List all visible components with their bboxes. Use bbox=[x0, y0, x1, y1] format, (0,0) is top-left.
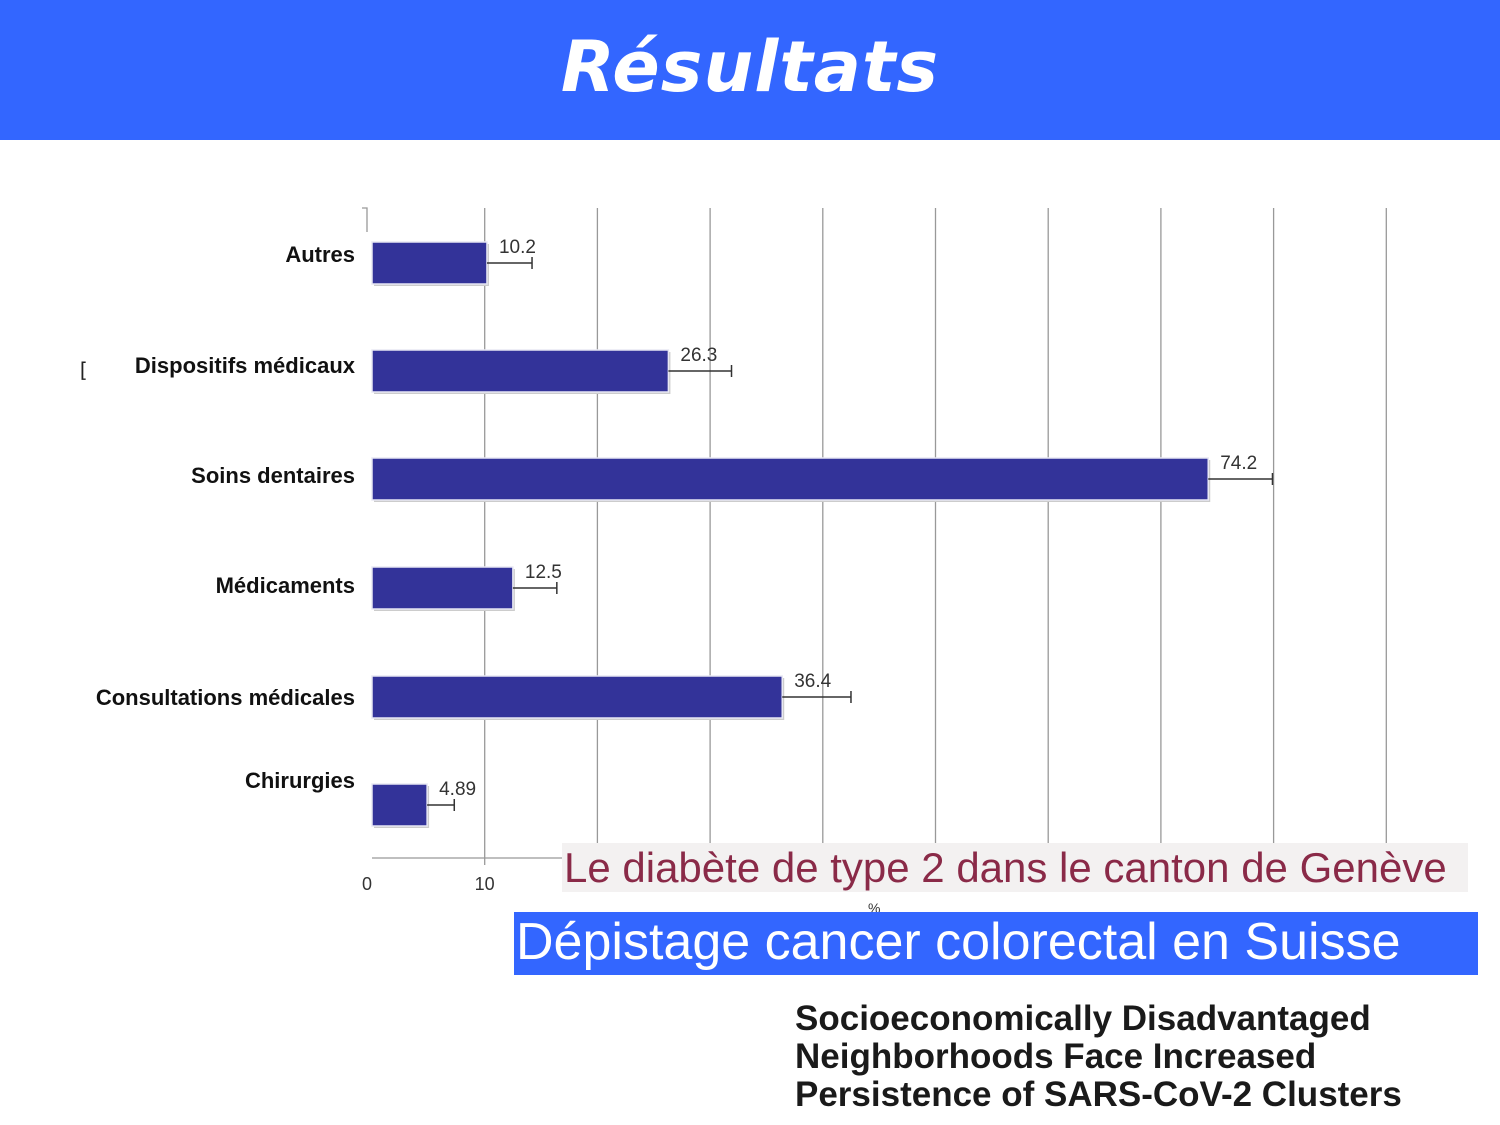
data-label: 74.2 bbox=[1220, 453, 1257, 474]
axis-corner bbox=[362, 207, 368, 232]
category-label: Médicaments bbox=[215, 573, 355, 598]
bar bbox=[371, 457, 1209, 501]
data-label: 26.3 bbox=[680, 345, 717, 366]
slide-title: Résultats bbox=[560, 26, 940, 108]
category-label: Chirurgies bbox=[244, 768, 355, 793]
paper-title-line: Neighborhoods Face Increased bbox=[795, 1037, 1317, 1076]
x-tick-label: 0 bbox=[362, 874, 372, 894]
overlay-caption-diabete: Le diabète de type 2 dans le canton de G… bbox=[562, 843, 1468, 892]
bar bbox=[371, 349, 670, 393]
bar bbox=[371, 566, 514, 610]
x-tick-label: 10 bbox=[475, 874, 495, 894]
bar bbox=[371, 783, 428, 827]
bar bbox=[371, 241, 488, 285]
stray-bracket-glyph: [ bbox=[77, 358, 90, 382]
bar bbox=[371, 675, 783, 719]
data-label: 12.5 bbox=[525, 562, 562, 583]
data-label: 10.2 bbox=[499, 237, 536, 258]
category-label: Soins dentaires bbox=[191, 463, 355, 488]
category-label: Dispositifs médicaux bbox=[134, 353, 355, 378]
paper-title-line: Persistence of SARS-CoV-2 Clusters bbox=[795, 1075, 1402, 1114]
category-label: Consultations médicales bbox=[95, 685, 355, 710]
category-label: Autres bbox=[285, 242, 355, 267]
overlay-caption-depistage: Dépistage cancer colorectal en Suisse bbox=[514, 912, 1478, 975]
data-label: 4.89 bbox=[439, 779, 476, 800]
paper-title-line: Socioeconomically Disadvantaged bbox=[795, 999, 1371, 1038]
data-label: 36.4 bbox=[794, 671, 831, 692]
slide-header: Résultats bbox=[0, 0, 1500, 140]
paper-title: Socioeconomically Disadvantaged Neighbor… bbox=[795, 1000, 1402, 1114]
